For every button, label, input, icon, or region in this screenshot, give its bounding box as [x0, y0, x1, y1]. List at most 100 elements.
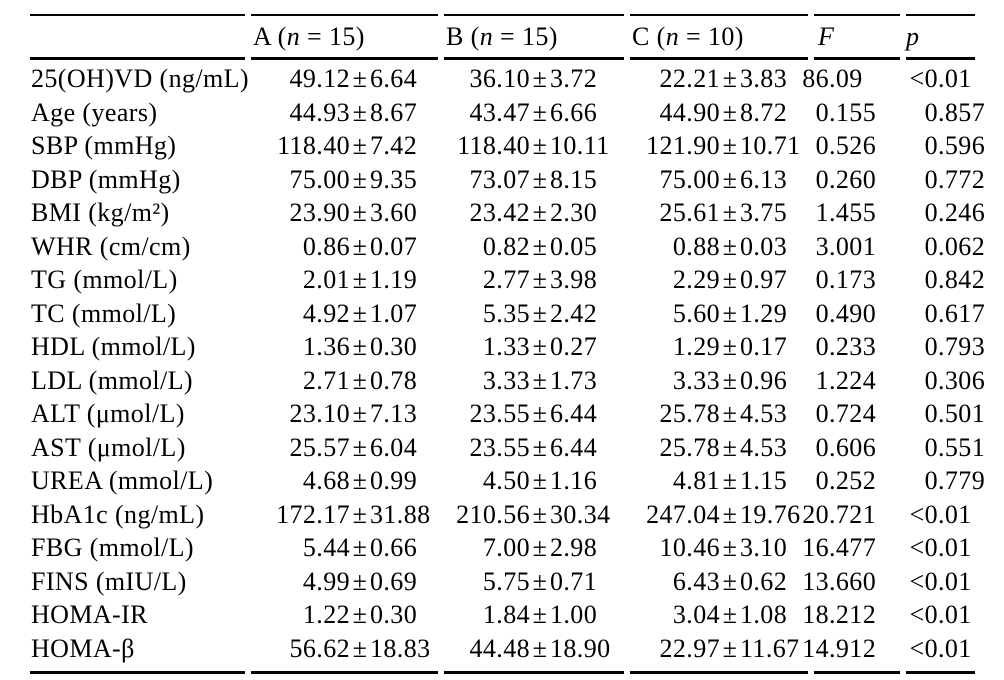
plus-minus-symbol: ± — [352, 164, 368, 194]
mean-value: 118.40 — [457, 131, 530, 160]
sd-value: 9.35 — [370, 164, 418, 194]
f-integer-part: 0 — [815, 432, 829, 462]
f-integer-part: 0 — [815, 399, 829, 428]
baseline-characteristics-table: A (n = 15) B (n = 15) C (n = 10) F p 25(… — [30, 14, 987, 674]
sd-value: 18.83 — [370, 633, 431, 663]
plus-minus-symbol: ± — [352, 600, 368, 629]
row-label: HDL (mmol/L) — [31, 332, 196, 361]
sd-value: 11.67 — [740, 633, 800, 663]
plus-minus-symbol: ± — [352, 97, 368, 127]
sd-value: 0.78 — [370, 365, 418, 395]
f-statistic-value: 16 .477 — [802, 531, 904, 565]
p-value-cell: 0 .062 — [904, 230, 987, 264]
plus-minus-symbol: ± — [352, 466, 368, 495]
p-fraction-part: .01 — [938, 600, 972, 629]
rule-segment — [906, 57, 975, 60]
mean-value: 5.75 — [482, 566, 530, 596]
table-row: SBP (mmHg) 118.40 ± 7.42 118.40 ± 10.11 … — [30, 129, 987, 163]
plus-minus-symbol: ± — [722, 265, 738, 294]
rule-segment — [444, 57, 624, 60]
p-fraction-part: .01 — [938, 499, 972, 529]
group-c-value: 2.29 ± 0.97 — [632, 263, 802, 297]
plus-minus-symbol: ± — [532, 365, 548, 395]
f-integer-part: 86 — [802, 64, 829, 93]
p-integer-part: 0 — [924, 265, 938, 294]
row-label: DBP (mmHg) — [31, 164, 181, 194]
mean-value: 7.00 — [482, 533, 530, 562]
f-integer-part: 0 — [815, 466, 829, 495]
table-row: DBP (mmHg) 75.00 ± 9.35 73.07 ± 8.15 75.… — [30, 163, 987, 197]
group-a-value: 2.71 ± 0.78 — [253, 364, 446, 398]
group-b-value: 210.56 ± 30.34 — [446, 498, 632, 532]
table-rule-bottom — [30, 671, 975, 674]
sd-value: 2.30 — [550, 198, 598, 227]
sd-value: 0.17 — [740, 332, 788, 361]
sd-value: 0.03 — [740, 231, 788, 261]
f-statistic-value: 0 .490 — [802, 297, 904, 331]
sd-value: 3.60 — [370, 198, 418, 227]
group-a-value: 4.92 ± 1.07 — [253, 297, 446, 331]
f-fraction-part: .224 — [829, 365, 877, 395]
group-a-value: 5.44 ± 0.66 — [253, 531, 446, 565]
group-a-suffix: = 15) — [300, 22, 365, 51]
f-statistic-value: 18 .212 — [802, 598, 904, 632]
mean-value: 10.46 — [659, 533, 720, 562]
rule-segment — [251, 14, 438, 16]
row-label: WHR (cm/cm) — [31, 231, 191, 261]
p-value-cell: 0 .551 — [904, 431, 987, 465]
p-integer-part: 0 — [924, 231, 938, 261]
sd-value: 3.10 — [740, 533, 788, 562]
plus-minus-symbol: ± — [722, 198, 738, 227]
mean-value: 0.86 — [302, 231, 350, 261]
f-statistic-value: 0 .252 — [802, 464, 904, 498]
row-label: HOMA-IR — [31, 600, 148, 629]
p-fraction-part: .246 — [938, 198, 986, 227]
mean-value: 23.55 — [469, 432, 530, 462]
mean-value: 75.00 — [659, 164, 720, 194]
group-b-value: 1.33 ± 0.27 — [446, 330, 632, 364]
mean-value: 2.77 — [482, 265, 530, 294]
row-label: HbA1c (ng/mL) — [31, 499, 205, 529]
group-b-value: 23.55 ± 6.44 — [446, 397, 632, 431]
plus-minus-symbol: ± — [722, 332, 738, 361]
group-a-value: 49.12 ± 6.64 — [253, 62, 446, 96]
p-value-cell: 0 .501 — [904, 397, 987, 431]
group-b-suffix: = 15) — [493, 22, 558, 51]
rule-segment — [30, 671, 245, 674]
group-c-value: 25.61 ± 3.75 — [632, 196, 802, 230]
column-header-group-a: A (n = 15) — [253, 16, 446, 57]
group-b-value: 5.75 ± 0.71 — [446, 565, 632, 599]
p-fraction-part: .617 — [938, 298, 986, 328]
p-value-cell: <0 .01 — [904, 498, 987, 532]
p-fraction-part: .793 — [938, 332, 986, 361]
p-integer-part: <0 — [909, 533, 938, 562]
mean-value: 1.33 — [482, 332, 530, 361]
plus-minus-symbol: ± — [722, 298, 738, 328]
mean-value: 56.62 — [289, 633, 350, 663]
mean-value: 49.12 — [289, 64, 350, 93]
plus-minus-symbol: ± — [532, 600, 548, 629]
f-fraction-part: .233 — [829, 332, 877, 361]
f-integer-part: 0 — [815, 164, 829, 194]
mean-value: 2.29 — [672, 265, 720, 294]
f-integer-part: 18 — [802, 600, 829, 629]
f-fraction-part: .001 — [829, 231, 877, 261]
f-fraction-part: .212 — [829, 600, 877, 629]
plus-minus-symbol: ± — [352, 332, 368, 361]
plus-minus-symbol: ± — [722, 432, 738, 462]
row-label: BMI (kg/m²) — [31, 198, 170, 227]
mean-value: 2.01 — [302, 265, 350, 294]
group-a-value: 23.10 ± 7.13 — [253, 397, 446, 431]
mean-value: 25.61 — [659, 198, 720, 227]
plus-minus-symbol: ± — [352, 533, 368, 562]
table-row: WHR (cm/cm) 0.86 ± 0.07 0.82 ± 0.05 0.88… — [30, 230, 987, 264]
p-fraction-part: .01 — [938, 533, 972, 562]
p-fraction-part: .306 — [938, 365, 986, 395]
p-integer-part: <0 — [909, 499, 938, 529]
plus-minus-symbol: ± — [532, 131, 548, 160]
rule-segment — [814, 57, 900, 60]
row-label: 25(OH)VD (ng/mL) — [31, 64, 249, 93]
sd-value: 0.69 — [370, 566, 418, 596]
plus-minus-symbol: ± — [352, 298, 368, 328]
rule-segment — [444, 671, 624, 674]
